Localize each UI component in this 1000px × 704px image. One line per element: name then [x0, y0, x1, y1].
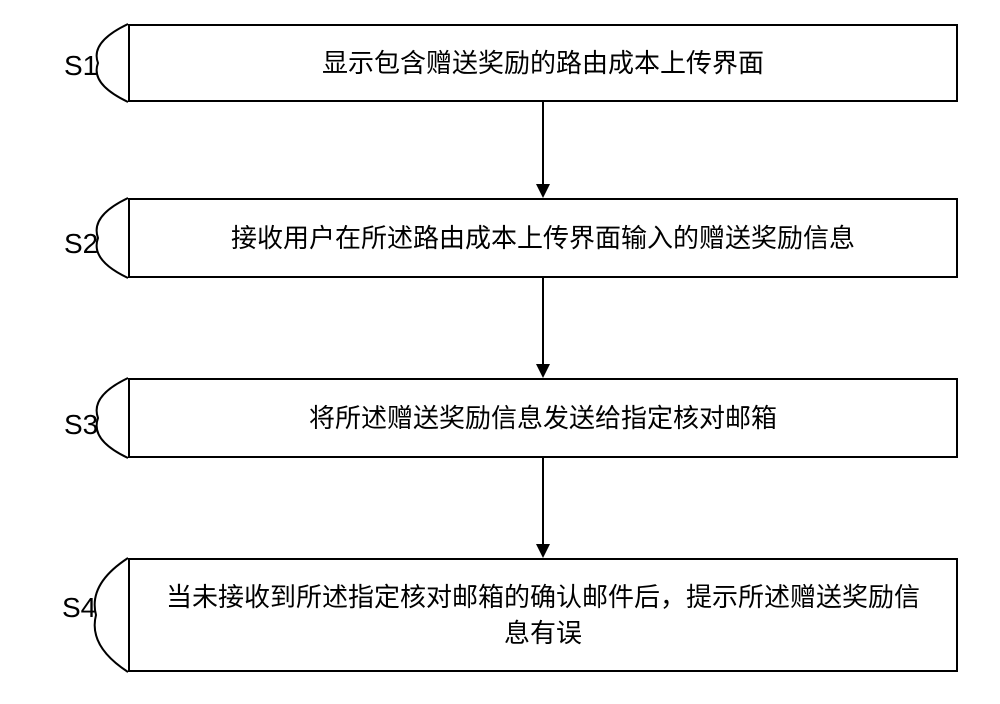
flow-step-text: 当未接收到所述指定核对邮箱的确认邮件后，提示所述赠送奖励信息有误: [160, 579, 926, 652]
flow-step-s2: 接收用户在所述路由成本上传界面输入的赠送奖励信息: [128, 198, 958, 278]
flow-step-text: 接收用户在所述路由成本上传界面输入的赠送奖励信息: [231, 220, 855, 256]
flowchart-canvas: 显示包含赠送奖励的路由成本上传界面 S1 接收用户在所述路由成本上传界面输入的赠…: [0, 0, 1000, 704]
flow-step-text: 显示包含赠送奖励的路由成本上传界面: [322, 45, 764, 81]
arrow-s2-s3: [533, 278, 553, 378]
flow-step-s1: 显示包含赠送奖励的路由成本上传界面: [128, 24, 958, 102]
connector-s3-brace: [90, 378, 128, 458]
arrow-s1-s2: [533, 102, 553, 198]
connector-s4-brace: [88, 558, 128, 672]
flow-step-s4: 当未接收到所述指定核对邮箱的确认邮件后，提示所述赠送奖励信息有误: [128, 558, 958, 672]
connector-s1-brace: [90, 24, 128, 102]
flow-step-s3: 将所述赠送奖励信息发送给指定核对邮箱: [128, 378, 958, 458]
flow-step-text: 将所述赠送奖励信息发送给指定核对邮箱: [309, 400, 777, 436]
arrow-s3-s4: [533, 458, 553, 558]
connector-s2-brace: [90, 198, 128, 278]
